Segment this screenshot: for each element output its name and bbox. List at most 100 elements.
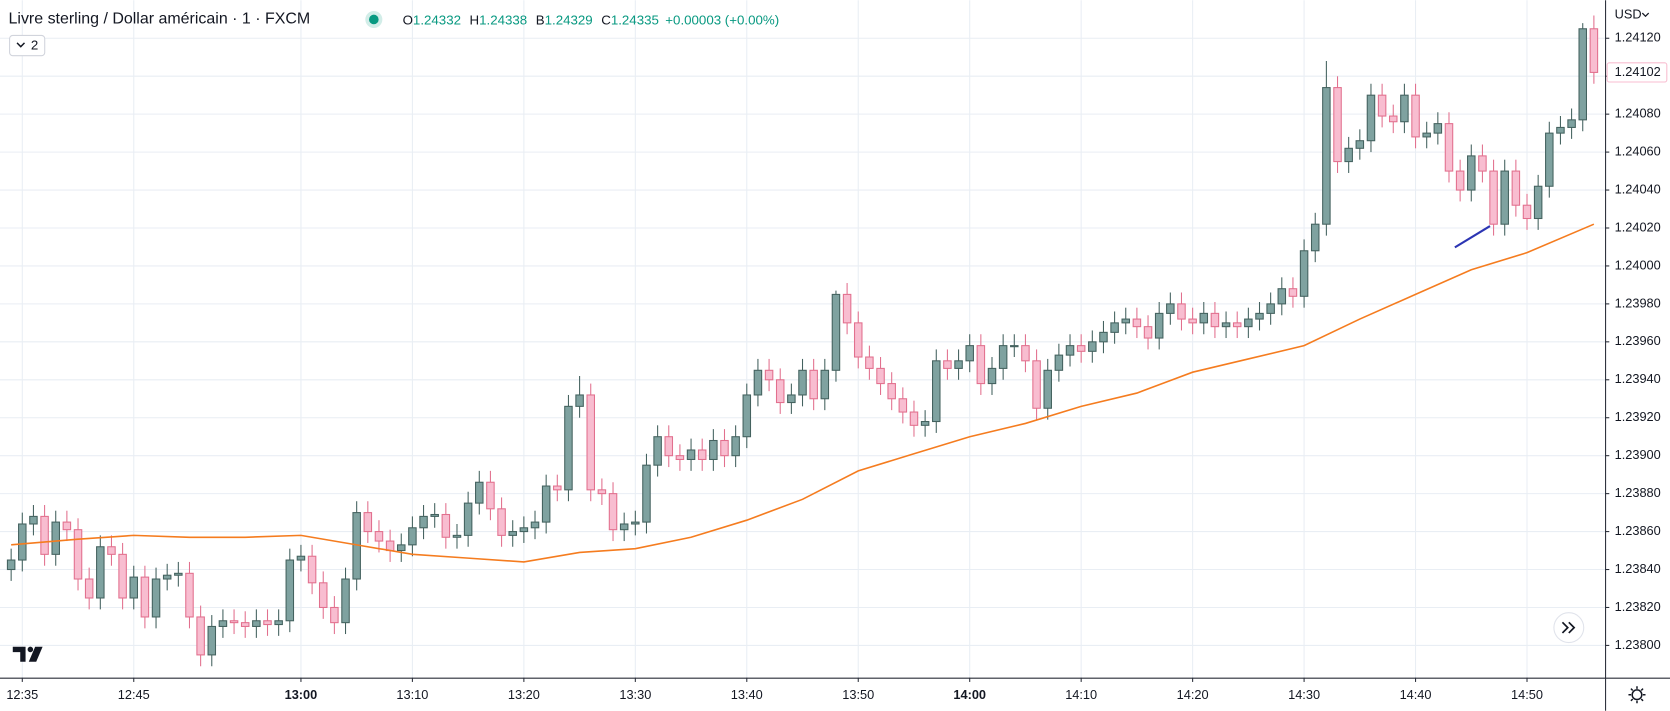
candle-body [553,485,562,491]
candle-body [932,360,941,423]
chevron-icon [16,42,26,48]
candle-body [920,420,930,426]
candle-body [1177,303,1186,320]
currency-label[interactable]: USD [1615,7,1642,22]
candle-body [720,439,729,457]
candle-body [1043,369,1052,409]
candle-body [987,367,997,385]
candle-body [62,521,72,531]
candle-body [831,293,841,371]
candle-body [1288,288,1298,297]
gear-teeth [1628,686,1646,704]
candle-body [1545,132,1554,187]
indicator-toggle[interactable]: 2 [9,34,46,57]
candle-body [1266,303,1275,314]
x-tick-label: 13:50 [842,687,874,702]
candle-body [162,574,172,580]
candle-body [1099,331,1108,343]
x-tick-label: 14:20 [1177,687,1209,702]
candle-body [1567,119,1576,128]
candle-body [753,369,763,396]
candle-body [1377,94,1387,117]
x-tick-label: 12:35 [6,687,38,702]
indicator-toggle-box[interactable] [9,34,46,57]
y-tick-label: 1.23880 [1615,485,1661,500]
candle-body [1322,87,1331,225]
y-tick-label: 1.23800 [1615,637,1661,652]
candle-body [330,606,339,624]
candle-body [274,620,283,626]
x-tick-label: 14:50 [1511,687,1543,702]
candle-body [118,553,127,599]
candle-body [709,439,718,461]
candle-body [296,555,306,561]
candle-body [486,481,495,510]
candle-body [909,411,919,426]
gear-icon[interactable] [1631,689,1643,701]
candle-body [96,546,105,599]
candle-body [1422,132,1431,138]
candle-body [6,559,16,571]
candle-body [653,436,662,466]
candle-body [207,625,217,656]
candle-body [1589,28,1599,73]
candle-body [954,360,963,369]
candle-body [519,527,529,533]
candle-body [1478,155,1487,172]
candle-body [252,620,261,627]
candle-body [1054,354,1064,371]
y-tick-label: 1.23820 [1615,599,1661,614]
logo-part [27,646,34,653]
candle-body [586,394,596,491]
candle-body [151,578,161,618]
symbol-title: Livre sterling / Dollar américain · 1 · … [9,11,311,28]
candle-body [1221,322,1231,328]
candle-body [229,620,239,624]
candle-body [508,531,517,536]
y-tick-label: 1.24060 [1615,143,1661,158]
candle-body [1455,170,1465,191]
chevron-icon [1641,12,1650,18]
candle-body [943,360,952,369]
candle-body [631,521,640,525]
candle-body [1076,345,1086,352]
scroll-to-realtime-button[interactable] [1553,612,1585,644]
candle-body [1255,312,1264,320]
trend-line-drawing [1454,225,1491,249]
candle-body [597,489,607,495]
candle-body [84,578,94,599]
candle-body [396,544,406,552]
candle-body [318,582,328,609]
candle-body [475,481,484,504]
legend-value: 1.24329 [545,12,593,27]
candle-body [1110,322,1119,333]
settings-button[interactable] [1628,686,1646,704]
candle-body [1065,345,1075,356]
x-tick-label: 13:00 [285,687,318,702]
candle-body [40,515,49,555]
candle-body [764,369,774,381]
logo-part [28,646,43,662]
legend-key: C [601,12,611,27]
candle-body [976,345,986,385]
candle-body [1310,223,1320,252]
legend-key: B [536,12,545,27]
double-chevron-icon [1561,621,1576,634]
candle-body [820,369,830,400]
candle-body [218,620,228,627]
candle-body [798,369,807,396]
candle-body [463,502,473,536]
y-tick-label: 1.23940 [1615,371,1661,386]
candle-body [1467,155,1476,191]
ohlc-legend: O1.24332 H1.24338 B1.24329 C1.24335 +0.00003… [403,12,780,27]
candle-body [775,379,785,404]
candle-body [1556,126,1565,134]
y-tick-label: 1.24120 [1615,30,1661,45]
candle-body [1433,123,1443,134]
candle-body [174,572,183,576]
currency-button[interactable]: USD [1615,7,1650,22]
candle-body [697,449,707,461]
y-tick-label: 1.23840 [1615,561,1661,576]
